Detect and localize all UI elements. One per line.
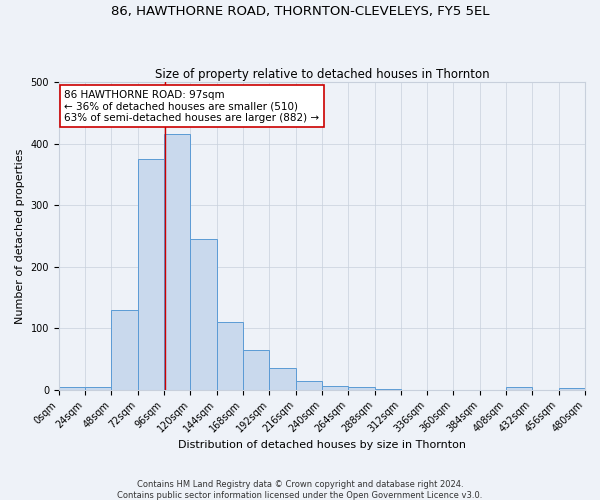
Bar: [243, 350, 269, 390]
Text: 86, HAWTHORNE ROAD, THORNTON-CLEVELEYS, FY5 5EL: 86, HAWTHORNE ROAD, THORNTON-CLEVELEYS, …: [111, 5, 489, 18]
Bar: [59, 388, 85, 390]
Y-axis label: Number of detached properties: Number of detached properties: [15, 148, 25, 324]
Bar: [506, 387, 532, 390]
Bar: [164, 134, 190, 390]
Bar: [348, 387, 374, 390]
Title: Size of property relative to detached houses in Thornton: Size of property relative to detached ho…: [155, 68, 489, 81]
Bar: [296, 380, 322, 390]
Bar: [85, 388, 112, 390]
Text: Contains HM Land Registry data © Crown copyright and database right 2024.
Contai: Contains HM Land Registry data © Crown c…: [118, 480, 482, 500]
Bar: [190, 239, 217, 390]
Bar: [269, 368, 296, 390]
Bar: [559, 388, 585, 390]
Text: 86 HAWTHORNE ROAD: 97sqm
← 36% of detached houses are smaller (510)
63% of semi-: 86 HAWTHORNE ROAD: 97sqm ← 36% of detach…: [64, 90, 319, 123]
Bar: [112, 310, 138, 390]
Bar: [374, 388, 401, 390]
Bar: [217, 322, 243, 390]
Bar: [322, 386, 348, 390]
X-axis label: Distribution of detached houses by size in Thornton: Distribution of detached houses by size …: [178, 440, 466, 450]
Bar: [138, 159, 164, 390]
